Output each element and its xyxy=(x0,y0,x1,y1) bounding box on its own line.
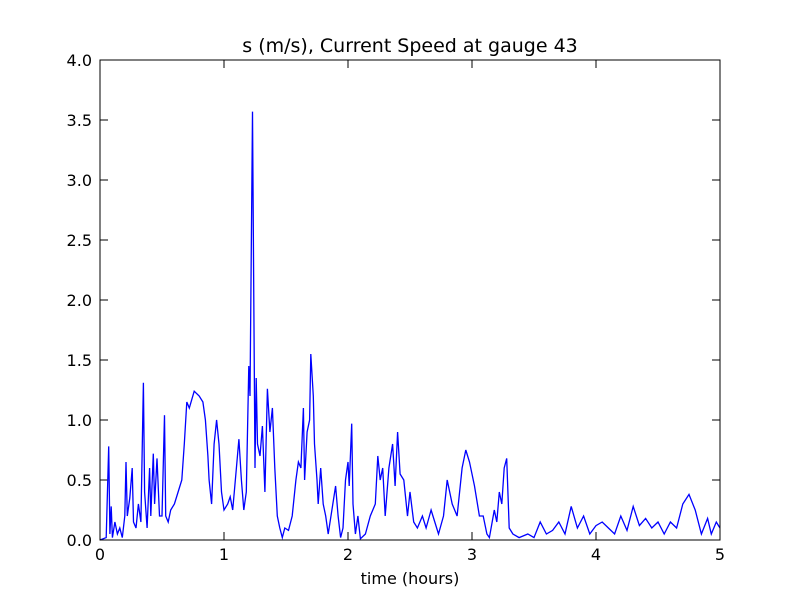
y-tick-label: 3.0 xyxy=(67,171,92,190)
x-tick-label: 4 xyxy=(591,545,601,564)
y-tick-label: 4.0 xyxy=(67,51,92,70)
x-axis-label: time (hours) xyxy=(361,569,460,588)
data-line xyxy=(99,111,721,541)
y-tick-label: 1.0 xyxy=(67,411,92,430)
y-tick-label: 0.5 xyxy=(67,471,92,490)
x-tick-label: 0 xyxy=(95,545,105,564)
y-tick-label: 2.5 xyxy=(67,231,92,250)
chart-title: s (m/s), Current Speed at gauge 43 xyxy=(242,35,578,57)
y-tick-label: 3.5 xyxy=(67,111,92,130)
y-tick-label: 1.5 xyxy=(67,351,92,370)
x-tick-label: 5 xyxy=(715,545,725,564)
x-tick-label: 1 xyxy=(219,545,229,564)
x-tick-label: 2 xyxy=(343,545,353,564)
x-tick-label: 3 xyxy=(467,545,477,564)
y-tick-label: 2.0 xyxy=(67,291,92,310)
y-tick-label: 0.0 xyxy=(67,531,92,550)
plot-frame xyxy=(99,59,721,541)
